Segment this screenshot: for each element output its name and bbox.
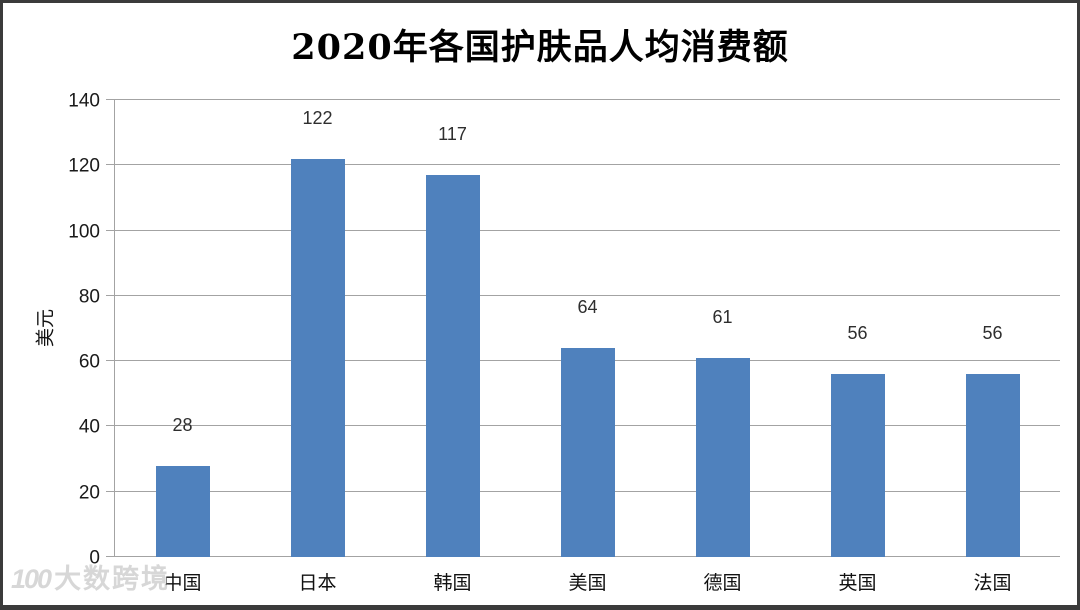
y-tick-label-80: 80 [78,286,100,308]
plot-area: 0 20 40 60 80 100 120 140 28 中国 122 日本 117 韩国 64 美国 61 德… [68,92,1060,594]
chart-title: 2020年各国护肤品人均消费额 [291,27,789,68]
y-tick-mark-0 [106,556,115,557]
y-tick-mark-80 [106,294,115,296]
x-category-label-中国: 中国 [163,573,202,594]
y-tick-mark-100 [106,229,115,231]
y-tick-mark-60 [106,360,115,362]
y-tick-label-0: 0 [89,547,100,569]
bar-中国 [155,465,210,557]
y-tick-label-140: 140 [68,90,100,112]
x-category-label-日本: 日本 [298,573,337,594]
value-label-英国: 56 [847,323,868,344]
y-tick-label-20: 20 [78,482,100,504]
y-tick-label-40: 40 [78,416,100,438]
y-tick-mark-120 [106,164,115,166]
x-category-label-德国: 德国 [703,573,742,594]
value-label-法国: 56 [982,323,1003,344]
x-category-label-英国: 英国 [838,573,877,594]
y-tick-mark-20 [106,490,115,492]
gridline-y-80 [115,294,1060,296]
y-axis-title: 美元 [35,308,57,348]
y-axis-line [114,100,115,557]
bar-法国 [965,374,1020,557]
watermark-logo-icon: 100 [11,564,52,594]
bar-美国 [560,348,615,557]
y-tick-mark-140 [106,99,115,100]
gridline-y-100 [115,229,1060,231]
bar-韩国 [425,175,480,557]
x-category-label-法国: 法国 [973,573,1012,594]
bar-德国 [695,357,750,557]
value-label-中国: 28 [172,414,193,435]
y-tick-label-100: 100 [68,221,100,243]
bar-日本 [290,158,345,557]
value-label-德国: 61 [712,306,733,327]
watermark: 100 大数跨境 [11,566,170,593]
value-label-美国: 64 [577,297,598,318]
y-tick-label-120: 120 [68,155,100,177]
x-category-label-美国: 美国 [568,573,607,594]
x-category-label-韩国: 韩国 [433,573,472,594]
y-tick-label-60: 60 [78,351,100,373]
bar-英国 [830,374,885,557]
value-label-韩国: 117 [438,124,467,145]
y-tick-mark-40 [106,425,115,427]
watermark-text: 大数跨境 [54,564,171,594]
gridline-y-140 [115,99,1060,100]
gridline-y-120 [115,164,1060,166]
value-label-日本: 122 [302,107,333,128]
